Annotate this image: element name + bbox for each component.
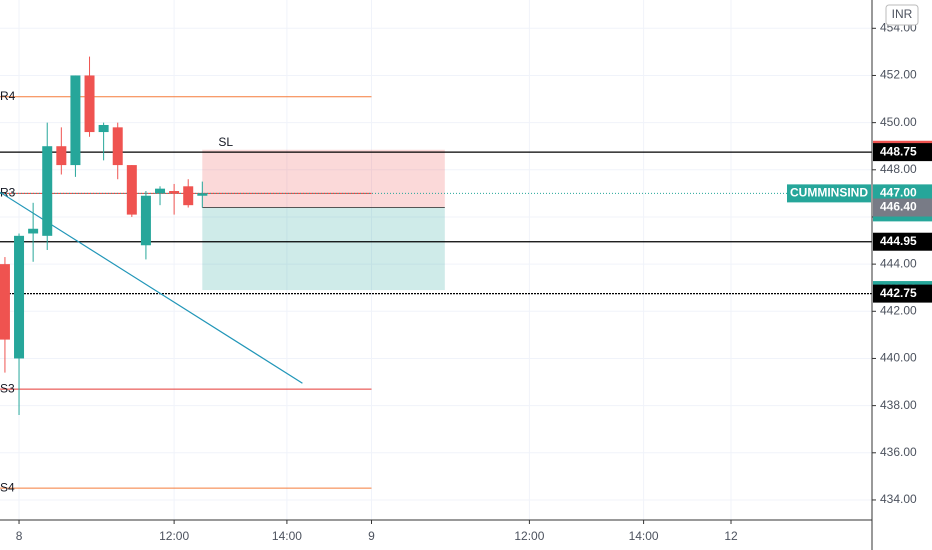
candle: [140, 191, 151, 260]
candle-body: [56, 146, 67, 166]
target-zone: [202, 207, 445, 291]
x-tick-label: 12:00: [159, 529, 189, 543]
stop-zone: [202, 149, 445, 208]
y-tick-label: 448.00: [880, 162, 917, 176]
candle-body: [84, 75, 95, 133]
candle-body: [14, 235, 25, 359]
candle-body: [155, 188, 166, 194]
y-tick-label: 444.00: [880, 256, 917, 270]
price-tag-label: 446.40: [880, 200, 917, 214]
x-tick-label: 14:00: [272, 529, 302, 543]
y-tick-label: 440.00: [880, 351, 917, 365]
price-tag-label: 442.75: [880, 286, 917, 300]
price-tag: [873, 284, 932, 303]
price-tag: [873, 198, 932, 217]
candle: [42, 122, 53, 250]
candle: [56, 127, 67, 175]
pivot-label: R4: [0, 89, 16, 103]
price-tag: [873, 232, 932, 251]
candle: [112, 122, 123, 180]
position-label: SL: [218, 135, 233, 149]
candle-body: [98, 124, 109, 133]
x-tick-label: 8: [16, 529, 23, 543]
pivot-label: S3: [0, 381, 15, 395]
currency-label: INR: [892, 7, 913, 21]
x-tick-label: 14:00: [629, 529, 659, 543]
candle-body: [183, 186, 194, 206]
y-tick-label: 436.00: [880, 445, 917, 459]
candle: [0, 257, 10, 373]
y-tick-label: 434.00: [880, 492, 917, 506]
currency-box: [885, 4, 919, 26]
candle-body: [169, 191, 180, 194]
candle: [126, 165, 137, 217]
candle-body: [197, 193, 208, 196]
x-tick-label: 12: [724, 529, 738, 543]
candle-body: [70, 75, 81, 166]
pivot-label: R3: [0, 186, 16, 200]
candle: [197, 181, 208, 208]
candle: [70, 75, 81, 177]
candle-body: [28, 228, 39, 234]
time-axis-bg: [0, 520, 932, 550]
symbol-label: CUMMINSIND: [790, 186, 868, 200]
candle: [183, 179, 194, 208]
x-tick-label: 12:00: [514, 529, 544, 543]
pivot-label: S4: [0, 480, 15, 494]
candle: [169, 183, 180, 215]
price-tag-label: 448.75: [880, 144, 917, 158]
candle-body: [126, 165, 137, 215]
symbol-tag: [787, 184, 871, 203]
price-tag: [873, 143, 932, 162]
x-tick-label: 9: [368, 529, 375, 543]
candle: [98, 122, 109, 161]
y-tick-label: 442.00: [880, 303, 917, 317]
candle-body: [42, 146, 53, 236]
candle-body: [140, 195, 151, 246]
candle: [28, 202, 39, 262]
y-tick-label: 452.00: [880, 68, 917, 82]
candle: [14, 233, 25, 416]
price-tag-label: 447.00: [880, 186, 917, 200]
price-axis-bg: [872, 0, 932, 550]
y-tick-label: 450.00: [880, 115, 917, 129]
price-tag-label: 444.95: [880, 234, 917, 248]
candle-body: [0, 264, 10, 340]
y-tick-label: 438.00: [880, 398, 917, 412]
price-tag: [873, 184, 932, 203]
candle: [84, 56, 95, 137]
candle: [155, 186, 166, 206]
candle-body: [112, 127, 123, 166]
